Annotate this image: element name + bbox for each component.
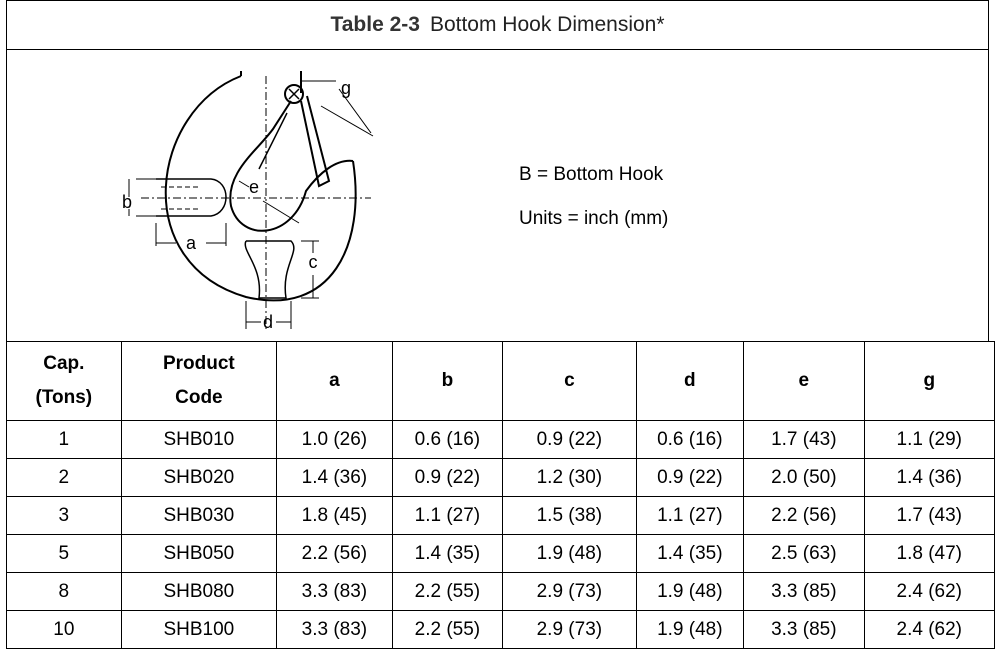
- table-cell: SHB010: [121, 421, 276, 459]
- table-cell: 2.2 (55): [392, 573, 503, 611]
- header-text: Code: [122, 381, 276, 415]
- table-cell: 2.5 (63): [744, 535, 864, 573]
- table-cell: 1.7 (43): [864, 497, 994, 535]
- table-cell: 1.4 (35): [636, 535, 744, 573]
- diagram-note: B = Bottom Hook: [519, 164, 663, 186]
- table-cell: 3.3 (83): [277, 611, 393, 649]
- header-cell: e: [744, 342, 864, 421]
- table-cell: 2: [7, 459, 122, 497]
- dimension-label: e: [249, 177, 259, 197]
- header-text: g: [865, 364, 994, 398]
- table-cell: 0.6 (16): [392, 421, 503, 459]
- table-cell: 0.9 (22): [392, 459, 503, 497]
- table-cell: 5: [7, 535, 122, 573]
- table-cell: 1.7 (43): [744, 421, 864, 459]
- table-cell: 1.2 (30): [503, 459, 636, 497]
- table-cell: 0.9 (22): [636, 459, 744, 497]
- header-text: Cap.: [7, 347, 121, 381]
- table-cell: 3.3 (85): [744, 611, 864, 649]
- table-cell: 3.3 (85): [744, 573, 864, 611]
- title-label: Table 2-3: [330, 13, 419, 36]
- table-cell: 1.9 (48): [636, 611, 744, 649]
- table-cell: 0.6 (16): [636, 421, 744, 459]
- table-cell: 1.9 (48): [503, 535, 636, 573]
- table-cell: 2.4 (62): [864, 573, 994, 611]
- table-cell: 3.3 (83): [277, 573, 393, 611]
- header-text: a: [277, 364, 392, 398]
- table-cell: 1.0 (26): [277, 421, 393, 459]
- table-cell: 2.0 (50): [744, 459, 864, 497]
- page: Table 2-3Bottom Hook Dimension* abcdeg B…: [0, 0, 995, 655]
- table-cell: 2.2 (56): [744, 497, 864, 535]
- header-text: b: [393, 364, 503, 398]
- table-cell: SHB100: [121, 611, 276, 649]
- table-cell: 2.9 (73): [503, 573, 636, 611]
- table-cell: 2.9 (73): [503, 611, 636, 649]
- header-cell: g: [864, 342, 994, 421]
- table-cell: 1.1 (29): [864, 421, 994, 459]
- table-cell: 2.2 (56): [277, 535, 393, 573]
- table-cell: SHB050: [121, 535, 276, 573]
- header-text: (Tons): [7, 381, 121, 415]
- table-cell: 1.4 (35): [392, 535, 503, 573]
- header-text: c: [503, 364, 635, 398]
- header-cell: d: [636, 342, 744, 421]
- header-cell: Cap.(Tons): [7, 342, 122, 421]
- header-cell: a: [277, 342, 393, 421]
- diagram-note: Units = inch (mm): [519, 208, 668, 230]
- dimension-label: c: [309, 252, 318, 272]
- table-cell: 0.9 (22): [503, 421, 636, 459]
- dimension-label: d: [263, 312, 273, 332]
- table-cell: 8: [7, 573, 122, 611]
- dimension-label: a: [186, 233, 197, 253]
- table-title: Table 2-3 Bottom Hook Dimension*: [7, 1, 988, 50]
- header-cell: b: [392, 342, 503, 421]
- header-text: e: [744, 364, 863, 398]
- header-cell: c: [503, 342, 636, 421]
- table-cell: 1.8 (47): [864, 535, 994, 573]
- header-text: Product: [122, 347, 276, 381]
- table-cell: SHB020: [121, 459, 276, 497]
- table-cell: SHB030: [121, 497, 276, 535]
- table-cell: 2.2 (55): [392, 611, 503, 649]
- header-text: d: [637, 364, 744, 398]
- table-cell: 10: [7, 611, 122, 649]
- table-cell: 1.5 (38): [503, 497, 636, 535]
- hook-diagram: a b c d e g: [7, 49, 987, 341]
- table-cell: 3: [7, 497, 122, 535]
- table-cell: 1.1 (27): [636, 497, 744, 535]
- table-cell: 1.4 (36): [864, 459, 994, 497]
- table-cell: 1: [7, 421, 122, 459]
- table-cell: 1.9 (48): [636, 573, 744, 611]
- table-cell: SHB080: [121, 573, 276, 611]
- table-cell: 1.1 (27): [392, 497, 503, 535]
- dimension-label: b: [122, 192, 132, 212]
- table-cell: 1.4 (36): [277, 459, 393, 497]
- diagram-panel: Table 2-3 Bottom Hook Dimension* a b c d e g B…: [6, 0, 989, 341]
- dimension-label: g: [341, 78, 351, 98]
- table-cell: 2.4 (62): [864, 611, 994, 649]
- table-cell: 1.8 (45): [277, 497, 393, 535]
- title-text: Bottom Hook Dimension*: [430, 13, 665, 36]
